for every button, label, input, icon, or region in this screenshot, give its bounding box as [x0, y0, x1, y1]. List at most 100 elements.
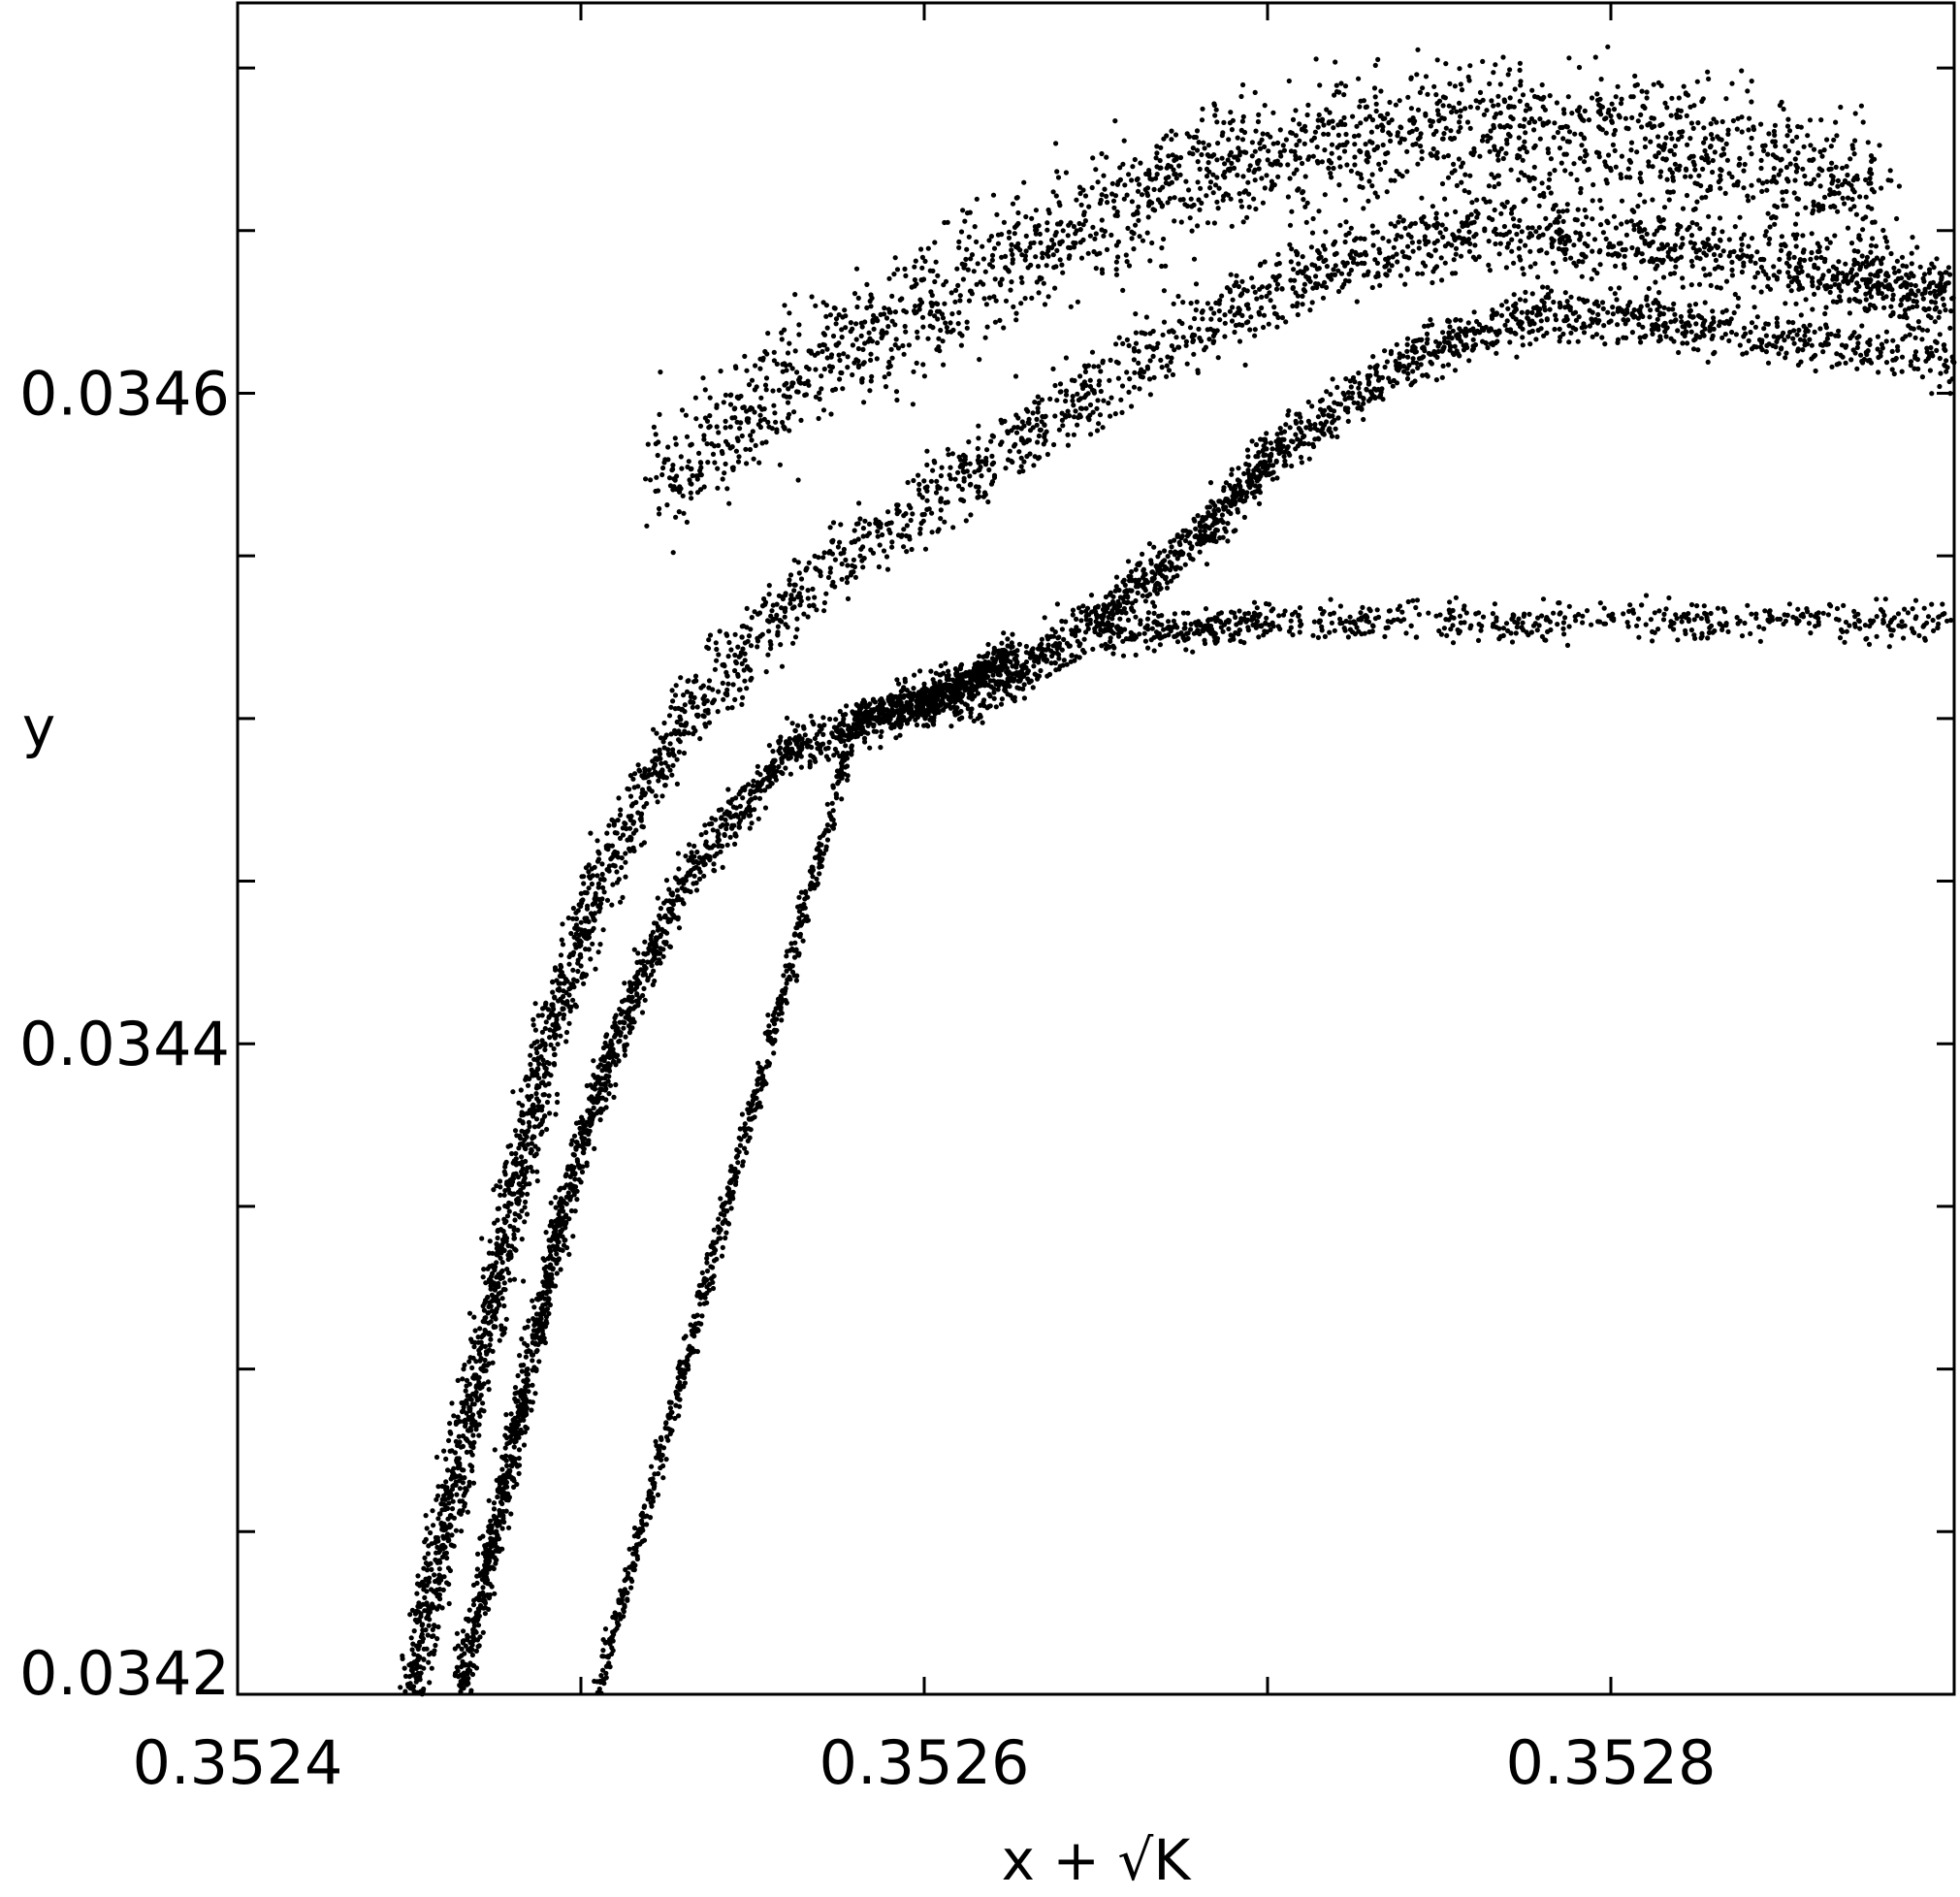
- data-point: [744, 605, 750, 612]
- data-point: [552, 995, 558, 1001]
- data-point: [1536, 225, 1542, 231]
- data-point: [1020, 468, 1026, 474]
- data-point: [615, 854, 622, 860]
- data-point: [1928, 280, 1934, 286]
- data-point: [1309, 300, 1315, 305]
- data-point: [1582, 241, 1588, 246]
- data-point: [486, 1309, 492, 1316]
- data-point: [1036, 433, 1042, 439]
- data-point: [798, 598, 804, 604]
- data-point: [551, 1033, 557, 1039]
- data-point: [660, 953, 666, 959]
- data-point: [1492, 183, 1497, 190]
- data-point: [1247, 327, 1253, 333]
- data-point: [1275, 251, 1281, 257]
- data-point: [721, 696, 726, 702]
- data-point: [1059, 410, 1065, 416]
- data-point: [511, 1276, 518, 1282]
- data-point: [964, 702, 970, 708]
- data-point: [1688, 233, 1695, 239]
- data-point: [573, 945, 579, 950]
- data-point: [694, 704, 700, 710]
- data-point: [1096, 382, 1102, 388]
- data-point: [1415, 271, 1421, 276]
- data-point: [550, 1012, 556, 1017]
- data-point: [1748, 258, 1753, 264]
- data-point: [1107, 377, 1112, 383]
- data-point: [531, 1153, 537, 1159]
- data-point: [1132, 370, 1138, 375]
- data-point: [1603, 236, 1609, 241]
- data-point: [1871, 258, 1877, 264]
- data-point: [1577, 231, 1583, 237]
- data-point: [769, 608, 775, 614]
- data-point: [661, 900, 667, 906]
- data-point: [1766, 241, 1772, 246]
- data-point: [1065, 442, 1071, 448]
- data-point: [1151, 374, 1157, 380]
- data-point: [845, 595, 851, 602]
- data-point: [523, 1403, 529, 1409]
- data-point: [1100, 358, 1106, 364]
- data-point: [1098, 388, 1104, 395]
- data-point: [631, 1019, 637, 1025]
- data-point: [530, 1169, 535, 1174]
- data-point: [491, 1506, 498, 1512]
- data-point: [578, 919, 584, 925]
- data-point: [450, 1498, 456, 1504]
- data-point: [922, 546, 929, 552]
- data-point: [497, 1481, 503, 1487]
- data-point: [755, 816, 761, 821]
- data-point: [665, 751, 672, 756]
- data-point: [511, 1225, 517, 1231]
- data-point: [929, 530, 935, 535]
- data-point: [946, 452, 951, 458]
- data-point: [502, 1445, 508, 1451]
- data-point: [895, 502, 901, 508]
- data-point: [498, 1255, 503, 1261]
- data-point: [1456, 228, 1462, 234]
- data-point: [837, 539, 843, 545]
- data-point: [533, 1296, 540, 1302]
- data-point: [1050, 366, 1056, 371]
- data-point: [1505, 241, 1511, 246]
- data-point: [502, 1172, 508, 1177]
- data-point: [603, 1097, 609, 1103]
- data-point: [1586, 231, 1591, 237]
- data-point: [1582, 254, 1588, 260]
- data-point: [1338, 271, 1345, 276]
- data-point: [1144, 344, 1150, 350]
- data-point: [1192, 315, 1198, 322]
- data-point: [779, 759, 785, 765]
- data-point: [627, 1030, 633, 1036]
- data-point: [725, 654, 731, 659]
- data-point: [1070, 394, 1076, 400]
- data-point: [1694, 221, 1700, 227]
- data-point: [1518, 238, 1524, 244]
- data-point: [506, 1200, 512, 1206]
- data-point: [868, 547, 874, 553]
- data-point: [926, 506, 932, 512]
- data-point: [1577, 237, 1583, 242]
- data-point: [1342, 239, 1348, 245]
- data-point: [564, 979, 570, 984]
- data-point: [1133, 311, 1139, 317]
- data-point: [519, 1208, 525, 1214]
- data-point: [1041, 441, 1046, 447]
- data-point: [482, 1357, 488, 1364]
- data-point: [1461, 236, 1467, 241]
- data-point: [1635, 246, 1641, 252]
- data-point: [515, 1398, 521, 1404]
- data-point: [1323, 229, 1329, 235]
- data-point: [812, 735, 819, 742]
- data-point: [1526, 225, 1531, 231]
- data-point: [591, 1105, 596, 1110]
- data-point: [674, 719, 680, 725]
- data-point: [453, 1479, 459, 1485]
- data-point: [1048, 648, 1054, 654]
- data-point: [1865, 276, 1871, 282]
- data-point: [1754, 270, 1761, 275]
- data-point: [444, 1555, 450, 1561]
- data-point: [803, 565, 810, 572]
- data-point: [505, 1186, 512, 1192]
